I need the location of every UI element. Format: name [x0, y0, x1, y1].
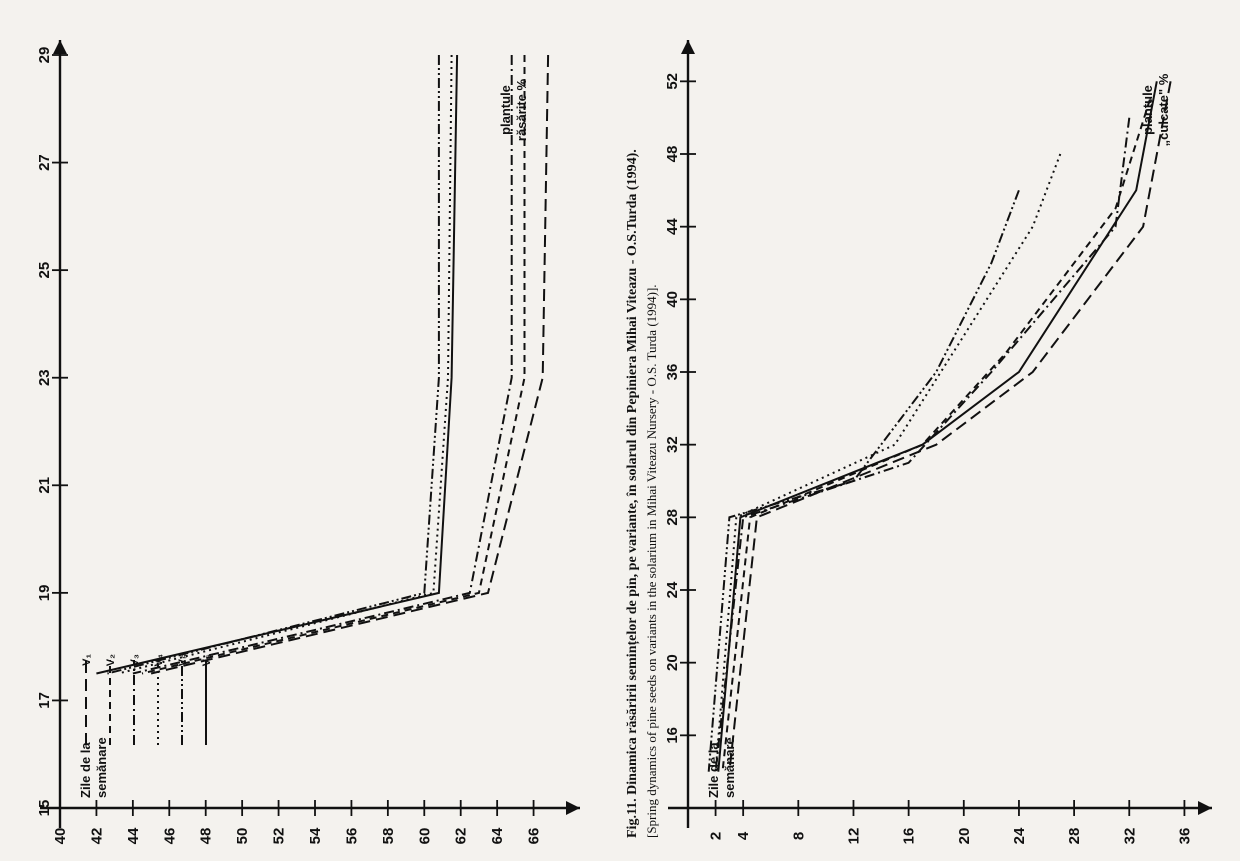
caption-subtitle: [Spring dynamics of pine seeds on varian… [644, 284, 659, 838]
legend-entry: V₆ [201, 654, 213, 666]
y-tick-label: 32 [1121, 828, 1138, 845]
series-line-3 [132, 55, 513, 675]
x-tick-label: 27 [36, 154, 53, 171]
figure-caption: Fig.11. Dinamica răsăririi semințelor de… [625, 149, 659, 838]
y-tick-label: 66 [526, 828, 543, 845]
series-line-3 [714, 117, 1131, 772]
y-tick-label: 64 [489, 827, 506, 844]
y-tick-label: 62 [453, 828, 470, 845]
y-tick-label: 54 [307, 827, 324, 844]
x-tick-label: 17 [36, 692, 53, 709]
series-line-2 [721, 99, 1151, 772]
legend-entry: V₄ [153, 654, 165, 667]
x-tick-label: 20 [664, 654, 681, 671]
series-line-6 [96, 54, 459, 675]
legend-entry: V₅ [177, 654, 189, 666]
x-tick-label: 28 [664, 509, 681, 526]
x-tick-label: 16 [664, 727, 681, 744]
x-axis-label: Zile de lasemănare [706, 737, 737, 798]
y-tick-label: 56 [343, 828, 360, 845]
x-axis-arrow [681, 40, 695, 54]
y-tick-label: 16 [901, 828, 918, 845]
series-line-5 [107, 55, 440, 675]
series-line-6 [717, 81, 1158, 772]
x-tick-label: 21 [36, 477, 53, 494]
series-line-4 [714, 153, 1062, 772]
y-tick-label: 12 [845, 828, 862, 845]
y-tick-label: 44 [125, 827, 142, 844]
x-tick-label: 36 [664, 364, 681, 381]
y-tick-label: 50 [234, 828, 251, 845]
legend-entry: V₂ [105, 654, 117, 666]
y-tick-label: 28 [1066, 828, 1083, 845]
y-tick-label: 52 [271, 828, 288, 845]
y-tick-label: 40 [52, 828, 69, 845]
series-line-5 [707, 189, 1020, 772]
y-axis-arrow [1198, 801, 1212, 815]
y-axis-arrow [566, 801, 580, 815]
series-line-1 [150, 54, 550, 675]
x-tick-label: 23 [36, 369, 53, 386]
series-line-2 [141, 55, 526, 675]
x-axis-label: Zile de lasemănare [78, 737, 109, 798]
y-tick-label: 46 [161, 828, 178, 845]
x-tick-label: 32 [664, 436, 681, 453]
x-tick-label: 19 [36, 585, 53, 602]
x-tick-label: 15 [36, 800, 53, 817]
x-axis-arrow [53, 40, 67, 54]
y-tick-label: 4 [735, 831, 752, 840]
x-tick-label: 29 [36, 47, 53, 64]
y-tick-label: 20 [956, 828, 973, 845]
y-tick-label: 58 [380, 828, 397, 845]
y-tick-label: 2 [708, 832, 725, 840]
x-tick-label: 24 [664, 581, 681, 598]
y-tick-label: 36 [1176, 828, 1193, 845]
y-tick-label: 24 [1011, 827, 1028, 844]
chart-emergence: 15 17 19 21 23 25 27 29 40 42 44 46 48 50 52 54 56 58 60 62… [36, 40, 580, 844]
y-tick-label: 8 [790, 832, 807, 840]
legend: V₁ V₂ V₃ V₄ V₅ V₆ [81, 654, 213, 745]
legend-entry: V₃ [129, 654, 141, 666]
series-line-1 [728, 81, 1172, 772]
x-tick-label: 25 [36, 262, 53, 279]
y-axis-label: plantule„culcate" % [1140, 73, 1171, 146]
x-tick-label: 48 [664, 146, 681, 163]
x-tick-label: 52 [664, 73, 681, 90]
x-tick-label: 40 [664, 291, 681, 308]
x-tick-label: 44 [664, 218, 681, 235]
caption-title: Fig.11. Dinamica răsăririi semințelor de… [625, 149, 640, 838]
y-tick-label: 48 [198, 828, 215, 845]
legend-entry: V₁ [81, 654, 93, 666]
series-line-4 [118, 54, 453, 675]
y-tick-label: 42 [88, 828, 105, 845]
y-tick-label: 60 [416, 828, 433, 845]
